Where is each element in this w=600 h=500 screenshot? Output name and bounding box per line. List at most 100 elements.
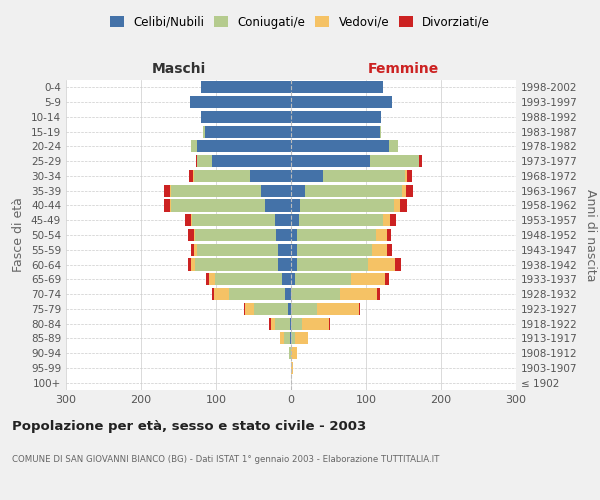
Bar: [291, 111, 381, 123]
Bar: [406, 184, 413, 197]
Bar: [206, 273, 209, 285]
Bar: [291, 200, 300, 211]
Bar: [187, 258, 191, 270]
Bar: [291, 244, 297, 256]
Y-axis label: Fasce di età: Fasce di età: [13, 198, 25, 272]
Bar: [323, 170, 405, 182]
Bar: [291, 332, 295, 344]
Bar: [291, 318, 302, 330]
Bar: [291, 288, 340, 300]
Bar: [229, 288, 285, 300]
Bar: [189, 170, 193, 182]
Bar: [261, 184, 291, 197]
Bar: [197, 244, 277, 256]
Bar: [212, 155, 291, 167]
Bar: [385, 273, 389, 285]
Bar: [359, 303, 360, 315]
Bar: [291, 229, 297, 241]
Bar: [390, 214, 396, 226]
Bar: [402, 184, 406, 197]
Bar: [192, 214, 275, 226]
Bar: [305, 184, 402, 197]
Bar: [215, 273, 282, 285]
Bar: [275, 318, 290, 330]
Bar: [164, 184, 170, 197]
Bar: [295, 332, 308, 344]
Bar: [197, 155, 212, 167]
Bar: [171, 200, 265, 211]
Bar: [275, 214, 291, 226]
Bar: [171, 184, 261, 197]
Bar: [297, 229, 376, 241]
Bar: [372, 244, 387, 256]
Bar: [291, 96, 392, 108]
Text: COMUNE DI SAN GIOVANNI BIANCO (BG) - Dati ISTAT 1° gennaio 2003 - Elaborazione T: COMUNE DI SAN GIOVANNI BIANCO (BG) - Dat…: [12, 455, 439, 464]
Bar: [290, 332, 291, 344]
Bar: [299, 214, 383, 226]
Bar: [244, 303, 245, 315]
Bar: [407, 170, 412, 182]
Bar: [291, 347, 297, 359]
Y-axis label: Anni di nascita: Anni di nascita: [584, 188, 597, 281]
Bar: [282, 273, 291, 285]
Bar: [317, 303, 359, 315]
Bar: [201, 111, 291, 123]
Bar: [400, 200, 407, 211]
Bar: [340, 288, 377, 300]
Legend: Celibi/Nubili, Coniugati/e, Vedovi/e, Divorziati/e: Celibi/Nubili, Coniugati/e, Vedovi/e, Di…: [105, 11, 495, 34]
Bar: [254, 303, 288, 315]
Bar: [193, 229, 195, 241]
Bar: [383, 214, 390, 226]
Bar: [285, 288, 291, 300]
Bar: [419, 155, 421, 167]
Bar: [368, 258, 395, 270]
Bar: [387, 229, 391, 241]
Bar: [300, 200, 394, 211]
Bar: [291, 258, 297, 270]
Bar: [191, 140, 197, 152]
Bar: [191, 214, 192, 226]
Bar: [265, 200, 291, 211]
Bar: [163, 200, 170, 211]
Bar: [277, 244, 291, 256]
Bar: [387, 244, 392, 256]
Bar: [405, 170, 407, 182]
Bar: [295, 273, 351, 285]
Bar: [271, 318, 275, 330]
Bar: [351, 273, 385, 285]
Bar: [376, 229, 387, 241]
Bar: [205, 126, 291, 138]
Bar: [195, 258, 277, 270]
Bar: [197, 140, 291, 152]
Bar: [196, 155, 197, 167]
Text: Popolazione per età, sesso e stato civile - 2003: Popolazione per età, sesso e stato civil…: [12, 420, 366, 433]
Bar: [297, 258, 368, 270]
Bar: [291, 303, 317, 315]
Bar: [191, 244, 194, 256]
Bar: [284, 332, 290, 344]
Bar: [370, 155, 419, 167]
Text: Maschi: Maschi: [151, 62, 206, 76]
Bar: [190, 96, 291, 108]
Bar: [291, 82, 383, 94]
Bar: [380, 126, 381, 138]
Bar: [280, 332, 284, 344]
Bar: [214, 288, 229, 300]
Bar: [395, 258, 401, 270]
Bar: [195, 229, 276, 241]
Bar: [187, 229, 193, 241]
Bar: [291, 362, 293, 374]
Bar: [276, 229, 291, 241]
Bar: [329, 318, 330, 330]
Bar: [291, 155, 370, 167]
Bar: [191, 258, 195, 270]
Bar: [193, 170, 250, 182]
Bar: [277, 258, 291, 270]
Bar: [250, 170, 291, 182]
Bar: [289, 347, 291, 359]
Bar: [302, 318, 329, 330]
Bar: [203, 126, 205, 138]
Bar: [245, 303, 254, 315]
Bar: [194, 244, 197, 256]
Bar: [269, 318, 271, 330]
